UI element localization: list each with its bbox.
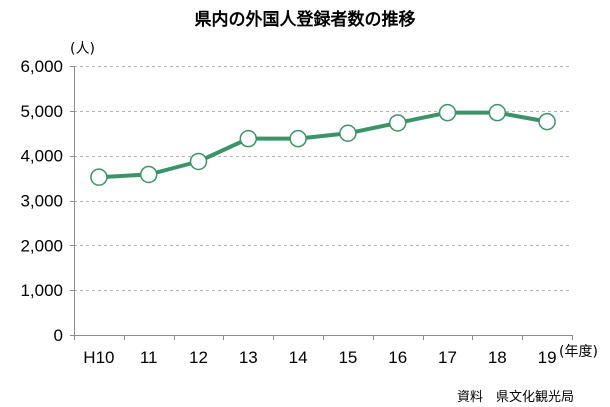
data-point-16 xyxy=(388,114,407,132)
y-axis-tick-labels: 0 1,000 2,000 3,000 4,000 5,000 6,000 xyxy=(20,57,63,345)
data-point-17 xyxy=(438,103,457,122)
data-point-H10 xyxy=(90,168,108,186)
y-tick-label: 2,000 xyxy=(20,236,63,255)
chart-title: 県内の外国人登録者数の推移 xyxy=(195,9,416,30)
data-point-19 xyxy=(538,112,556,131)
x-tick-label: 13 xyxy=(239,348,258,367)
data-point-18 xyxy=(488,103,507,122)
x-axis-unit-label: (年度) xyxy=(559,344,598,360)
data-point-11 xyxy=(139,165,158,184)
series-line-path xyxy=(96,110,550,180)
x-tick-label: H10 xyxy=(83,348,114,367)
data-point-markers xyxy=(90,103,556,186)
data-point-13 xyxy=(239,129,258,148)
x-tick-label: 11 xyxy=(140,348,158,367)
x-tick-label: 19 xyxy=(538,348,557,367)
axes xyxy=(70,66,573,340)
x-tick-label: 17 xyxy=(438,348,457,367)
x-tick-label: 15 xyxy=(338,348,357,367)
y-tick-label: 1,000 xyxy=(20,281,63,300)
y-tick-label: 0 xyxy=(54,326,63,345)
x-tick-label: 16 xyxy=(388,348,407,367)
source-note: 資料 県文化観光局 xyxy=(457,390,574,405)
x-tick-label: 12 xyxy=(189,348,208,367)
x-tick-label: 14 xyxy=(289,348,308,367)
x-tick-label: 18 xyxy=(488,348,507,367)
y-tick-label: 5,000 xyxy=(20,102,63,121)
y-tick-label: 3,000 xyxy=(20,192,63,211)
y-tick-label: 4,000 xyxy=(20,147,63,166)
data-point-12 xyxy=(189,152,208,171)
series-line xyxy=(96,110,550,180)
y-axis-unit-label: (人) xyxy=(70,41,95,57)
y-tick-label: 6,000 xyxy=(20,57,63,76)
data-point-14 xyxy=(289,129,307,148)
x-axis-tick-labels: H10 11 12 13 14 15 16 17 18 19 xyxy=(83,348,556,367)
data-point-15 xyxy=(339,124,357,142)
